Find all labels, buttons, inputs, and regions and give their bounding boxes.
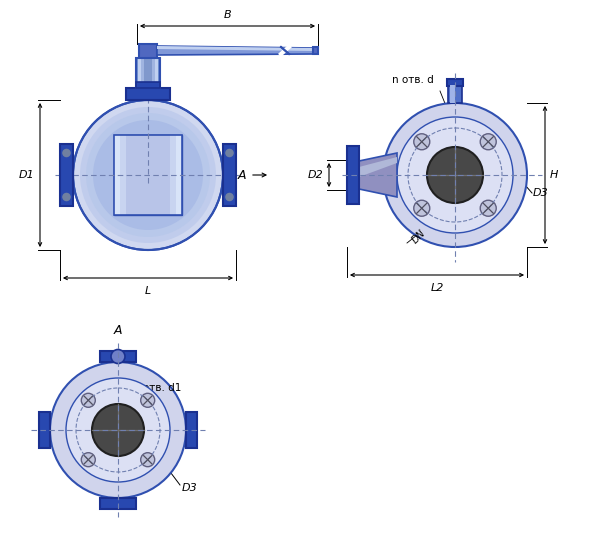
Text: D1: D1 (18, 170, 34, 180)
Circle shape (427, 147, 483, 203)
Bar (186, 412, 197, 448)
Circle shape (383, 103, 527, 247)
Circle shape (414, 134, 430, 150)
Bar (114, 135, 182, 215)
Text: D3: D3 (533, 188, 549, 198)
Bar (139, 44, 157, 58)
Bar (39, 412, 50, 448)
Bar (100, 351, 136, 362)
Text: H: H (550, 170, 558, 180)
Text: A: A (238, 169, 246, 181)
Bar (447, 79, 463, 86)
Circle shape (81, 453, 95, 467)
Bar (136, 82, 160, 88)
Bar (223, 144, 236, 206)
Bar (136, 58, 160, 88)
Bar (141, 58, 155, 88)
Circle shape (111, 349, 125, 363)
Circle shape (480, 134, 496, 150)
Bar (114, 135, 182, 215)
Polygon shape (359, 153, 397, 197)
Circle shape (93, 120, 203, 230)
Bar (448, 85, 462, 103)
Circle shape (140, 393, 155, 407)
Text: A: A (114, 324, 122, 337)
Bar (450, 85, 455, 103)
Circle shape (92, 404, 144, 456)
Polygon shape (157, 46, 313, 51)
Bar (347, 146, 359, 204)
Circle shape (81, 393, 95, 407)
Polygon shape (157, 46, 313, 55)
Circle shape (397, 117, 513, 233)
Bar (126, 135, 170, 215)
Circle shape (73, 100, 223, 250)
Circle shape (414, 200, 430, 216)
Bar (100, 498, 136, 509)
Text: n отв. d1: n отв. d1 (133, 383, 182, 393)
Bar (114, 135, 182, 215)
Circle shape (80, 107, 216, 243)
Circle shape (66, 378, 170, 482)
Text: L: L (145, 286, 151, 296)
Text: L2: L2 (431, 283, 444, 293)
Circle shape (224, 192, 235, 202)
Polygon shape (359, 157, 397, 177)
Circle shape (62, 192, 72, 202)
Text: DN: DN (410, 228, 428, 246)
Circle shape (86, 113, 210, 237)
Text: D3: D3 (182, 483, 198, 493)
Circle shape (62, 148, 72, 158)
Text: D2: D2 (308, 170, 323, 180)
Circle shape (140, 453, 155, 467)
Bar (313, 47, 318, 54)
Bar (126, 88, 170, 100)
Bar (120, 135, 176, 215)
Circle shape (224, 148, 235, 158)
Bar (60, 144, 73, 206)
Text: n отв. d: n отв. d (392, 75, 434, 85)
Circle shape (480, 200, 496, 216)
Text: B: B (224, 10, 232, 20)
Bar (144, 58, 152, 88)
Circle shape (50, 362, 186, 498)
Bar (138, 58, 158, 88)
